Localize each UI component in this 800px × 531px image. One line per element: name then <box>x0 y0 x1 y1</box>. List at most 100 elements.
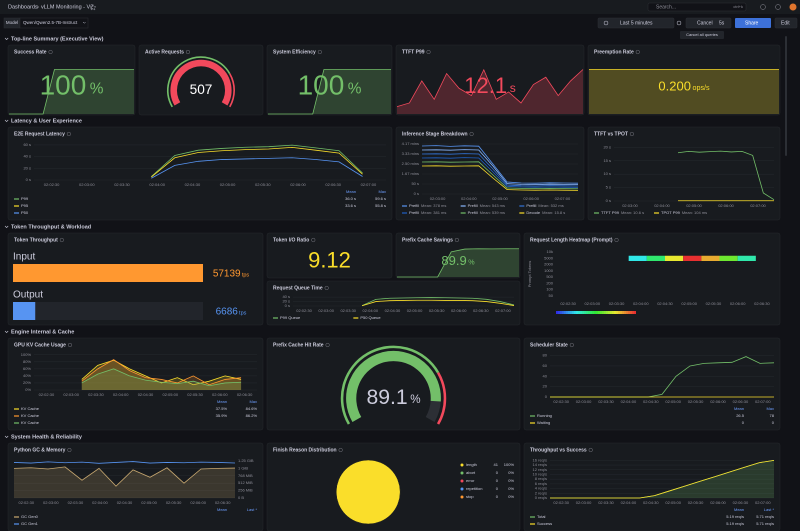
x-tick-label: 02:02:30 <box>296 308 312 313</box>
add-icon[interactable] <box>760 4 766 10</box>
legend-name: Total <box>537 514 546 519</box>
legend-header: Max <box>249 399 257 404</box>
info-icon[interactable] <box>635 50 640 55</box>
legend-header: Mean <box>217 507 227 512</box>
info-icon[interactable] <box>185 50 190 55</box>
info-icon[interactable] <box>469 131 474 136</box>
scrollbar[interactable] <box>785 36 787 156</box>
legend-name: error <box>466 478 475 483</box>
legend-gradient <box>562 311 564 314</box>
legend-dot <box>460 463 464 467</box>
y-tick-label: 0 req/s <box>535 495 547 500</box>
legend-gradient <box>626 311 628 314</box>
breadcrumb-page[interactable]: vLLM Monitoring - V2 <box>41 4 93 10</box>
legend-swatch <box>594 212 599 214</box>
panel-title: Preemption Rate <box>594 49 634 55</box>
x-tick-label: 02:04:00 <box>92 500 108 505</box>
series-line <box>81 359 242 386</box>
refresh-interval[interactable]: 5s <box>719 20 725 26</box>
x-tick-label: 02:04:30 <box>185 182 201 187</box>
breadcrumb-root[interactable]: Dashboards <box>8 4 38 10</box>
series-area <box>14 466 235 498</box>
series-area <box>550 460 774 498</box>
x-tick-label: 02:07:00 <box>495 308 511 313</box>
panel <box>266 44 393 116</box>
info-icon[interactable] <box>317 50 322 55</box>
legend-stat: 55.8 s <box>375 203 386 208</box>
y-tick-label: 60 s <box>23 142 31 147</box>
time-picker[interactable] <box>597 17 675 29</box>
panel-title: TTFT vs TPOT <box>594 131 628 137</box>
x-tick-label: 02:04:30 <box>138 392 154 397</box>
share-button[interactable] <box>735 18 771 28</box>
panel-title: E2E Request Latency <box>14 131 65 137</box>
legend-gradient <box>582 311 584 314</box>
spark-area <box>589 69 779 114</box>
x-tick-label: 02:03:30 <box>598 500 614 505</box>
share-label: Share <box>745 20 759 26</box>
legend-stat: 5.71 req/s <box>756 521 774 526</box>
help-icon[interactable] <box>775 4 781 10</box>
heatmap-cell <box>737 255 756 261</box>
info-icon[interactable] <box>67 343 72 348</box>
y-tick-label: 20 <box>543 384 548 389</box>
x-tick-label: 02:07:00 <box>361 182 377 187</box>
info-icon[interactable] <box>325 343 330 348</box>
legend-gradient <box>566 311 568 314</box>
legend-swatch <box>273 317 278 319</box>
info-icon[interactable] <box>311 237 316 242</box>
info-icon[interactable] <box>67 448 72 453</box>
cancel-button[interactable] <box>685 17 732 29</box>
star-icon[interactable] <box>89 3 97 11</box>
y-tick-label: 60 <box>543 363 548 368</box>
x-tick-label: 02:06:30 <box>325 182 341 187</box>
row-chevron[interactable] <box>4 119 9 123</box>
x-tick-label: 02:02:30 <box>560 301 576 306</box>
y-tick-label: 200 <box>546 280 553 285</box>
series-area <box>81 359 242 390</box>
y-tick-label: 40% <box>23 373 31 378</box>
legend-name: KV Cache <box>21 413 40 418</box>
info-icon[interactable] <box>426 50 431 55</box>
x-tick-label: 02:05:00 <box>220 182 236 187</box>
panel-title: System Efficiency <box>273 49 316 55</box>
stat-value: 0.200 <box>658 78 691 93</box>
panel <box>523 337 781 431</box>
info-icon[interactable] <box>569 343 574 348</box>
row-chevron[interactable] <box>4 330 9 334</box>
x-tick-label: 02:04:00 <box>621 500 637 505</box>
legend-gradient <box>620 311 622 314</box>
info-icon[interactable] <box>614 237 619 242</box>
edit-button[interactable] <box>774 17 798 29</box>
x-tick-label: 02:05:30 <box>187 392 203 397</box>
row-chevron[interactable] <box>4 225 9 229</box>
info-icon[interactable] <box>338 448 343 453</box>
y-tick-label: 5 s <box>606 185 611 190</box>
info-icon[interactable] <box>66 131 71 136</box>
zoom-icon[interactable] <box>676 20 682 26</box>
row-chevron[interactable] <box>4 37 9 41</box>
stat-value: 100 <box>298 69 345 100</box>
y-tick-label: 2.50 mins <box>402 161 419 166</box>
legend-name: repetition <box>466 486 482 491</box>
y-tick-label: 4 req/s <box>535 486 547 491</box>
series-line <box>81 368 242 387</box>
legend-value: 0 <box>496 470 499 475</box>
variable-select[interactable] <box>19 17 89 29</box>
info-icon[interactable] <box>629 131 634 136</box>
avatar[interactable] <box>789 3 797 11</box>
legend-gradient <box>578 311 580 314</box>
spark-area <box>268 69 391 114</box>
legend-gradient <box>558 311 560 314</box>
row-chevron[interactable] <box>4 435 9 439</box>
info-icon[interactable] <box>588 448 593 453</box>
info-icon[interactable] <box>324 286 329 291</box>
y-tick-label: 1000 <box>544 268 554 273</box>
info-icon[interactable] <box>59 237 64 242</box>
y-tick-label: 16 req/s <box>533 457 547 462</box>
x-tick-label: 02:05:00 <box>492 196 508 201</box>
legend-stat: 86.2% <box>246 413 258 418</box>
search-box[interactable] <box>647 2 747 12</box>
info-icon[interactable] <box>454 237 459 242</box>
info-icon[interactable] <box>48 50 53 55</box>
